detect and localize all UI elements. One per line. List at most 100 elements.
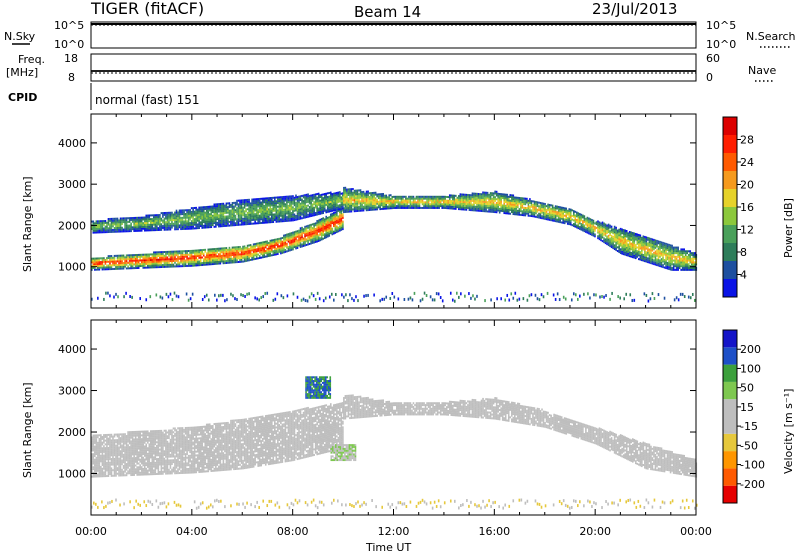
power-cell xyxy=(190,220,193,223)
power-cell xyxy=(260,241,262,244)
power-cell xyxy=(270,217,273,220)
power-cell xyxy=(455,204,457,207)
power-cell xyxy=(216,203,219,206)
power-cell xyxy=(142,227,145,230)
power-cell xyxy=(109,255,111,258)
power-cell xyxy=(622,245,625,248)
power-cell xyxy=(264,212,267,215)
power-cell xyxy=(574,225,577,228)
power-cell xyxy=(136,257,138,260)
power-cell xyxy=(494,196,496,199)
power-cell xyxy=(299,240,302,243)
power-cell xyxy=(130,228,132,231)
power-cell xyxy=(379,195,381,198)
power-cell xyxy=(98,231,101,234)
power-cell xyxy=(270,215,273,218)
power-cell xyxy=(479,196,481,199)
power-cell xyxy=(604,230,607,233)
power-cell xyxy=(137,259,140,262)
power-cell xyxy=(275,249,278,252)
power-cell xyxy=(542,213,545,216)
power-cell xyxy=(311,203,314,206)
power-cell xyxy=(227,222,229,225)
power-cell xyxy=(322,219,325,222)
power-cell xyxy=(112,225,114,228)
power-cell xyxy=(121,258,123,261)
power-cell xyxy=(263,212,266,215)
power-cell xyxy=(242,251,244,254)
power-cell xyxy=(386,198,389,201)
cpid-label: CPID xyxy=(8,91,37,104)
power-cell xyxy=(641,251,643,254)
power-cell xyxy=(151,221,154,224)
power-cell xyxy=(601,236,604,239)
power-cell xyxy=(245,259,247,262)
power-cell xyxy=(148,262,151,265)
power-cell xyxy=(591,231,593,234)
power-cell xyxy=(109,266,111,269)
power-cell xyxy=(349,191,351,194)
power-cell xyxy=(177,222,179,225)
power-cell xyxy=(482,191,484,194)
power-cell xyxy=(322,226,325,229)
power-cell xyxy=(196,253,199,256)
power-cell xyxy=(362,202,365,205)
power-cell xyxy=(609,232,611,235)
power-cell xyxy=(568,215,571,218)
power-cell xyxy=(488,204,490,207)
power-cell xyxy=(272,202,275,205)
power-cell xyxy=(307,241,309,244)
power-cell xyxy=(305,201,308,204)
power-cell xyxy=(361,200,363,203)
power-cell xyxy=(323,233,326,236)
power-cell xyxy=(582,223,584,226)
power-cell xyxy=(302,237,305,240)
power-cell xyxy=(178,257,181,260)
power-cell xyxy=(411,205,413,208)
power-cell xyxy=(512,203,515,206)
power-cell xyxy=(304,205,306,208)
power-cell xyxy=(592,223,595,226)
power-cell xyxy=(258,243,261,246)
power-cell xyxy=(224,250,226,253)
power-cell xyxy=(638,258,640,261)
power-cell xyxy=(392,205,395,208)
power-cell xyxy=(406,201,409,204)
power-cell xyxy=(137,222,140,225)
nsky-label: N.Sky xyxy=(4,30,36,43)
power-cell xyxy=(595,226,598,229)
power-cell xyxy=(124,260,126,263)
power-cell xyxy=(157,219,160,222)
power-cell xyxy=(585,229,587,232)
power-cell xyxy=(355,206,357,209)
power-cell xyxy=(172,252,175,255)
power-cell xyxy=(115,267,117,270)
power-cell xyxy=(193,223,196,226)
power-cell xyxy=(290,215,293,218)
power-cell xyxy=(622,234,625,237)
power-cell xyxy=(371,208,374,211)
power-cell xyxy=(257,203,259,206)
power-cell xyxy=(196,227,199,230)
power-cell xyxy=(257,249,259,252)
power-cell xyxy=(234,214,237,217)
power-cell xyxy=(180,218,182,221)
power-cell xyxy=(645,260,648,263)
power-cell xyxy=(251,222,253,225)
power-cell xyxy=(304,227,306,230)
power-cell xyxy=(160,212,163,215)
power-cell xyxy=(548,207,551,210)
power-cell xyxy=(633,232,636,235)
power-cell xyxy=(405,201,407,204)
power-cell xyxy=(293,240,296,243)
power-cell xyxy=(110,230,113,233)
power-cell xyxy=(645,256,648,259)
power-cell xyxy=(201,215,204,218)
power-cell xyxy=(196,225,199,228)
power-cell xyxy=(347,203,350,206)
power-cell xyxy=(202,219,205,222)
nave-tick-top: 60 xyxy=(706,52,720,65)
power-cell xyxy=(536,214,539,217)
power-cell xyxy=(215,259,217,262)
